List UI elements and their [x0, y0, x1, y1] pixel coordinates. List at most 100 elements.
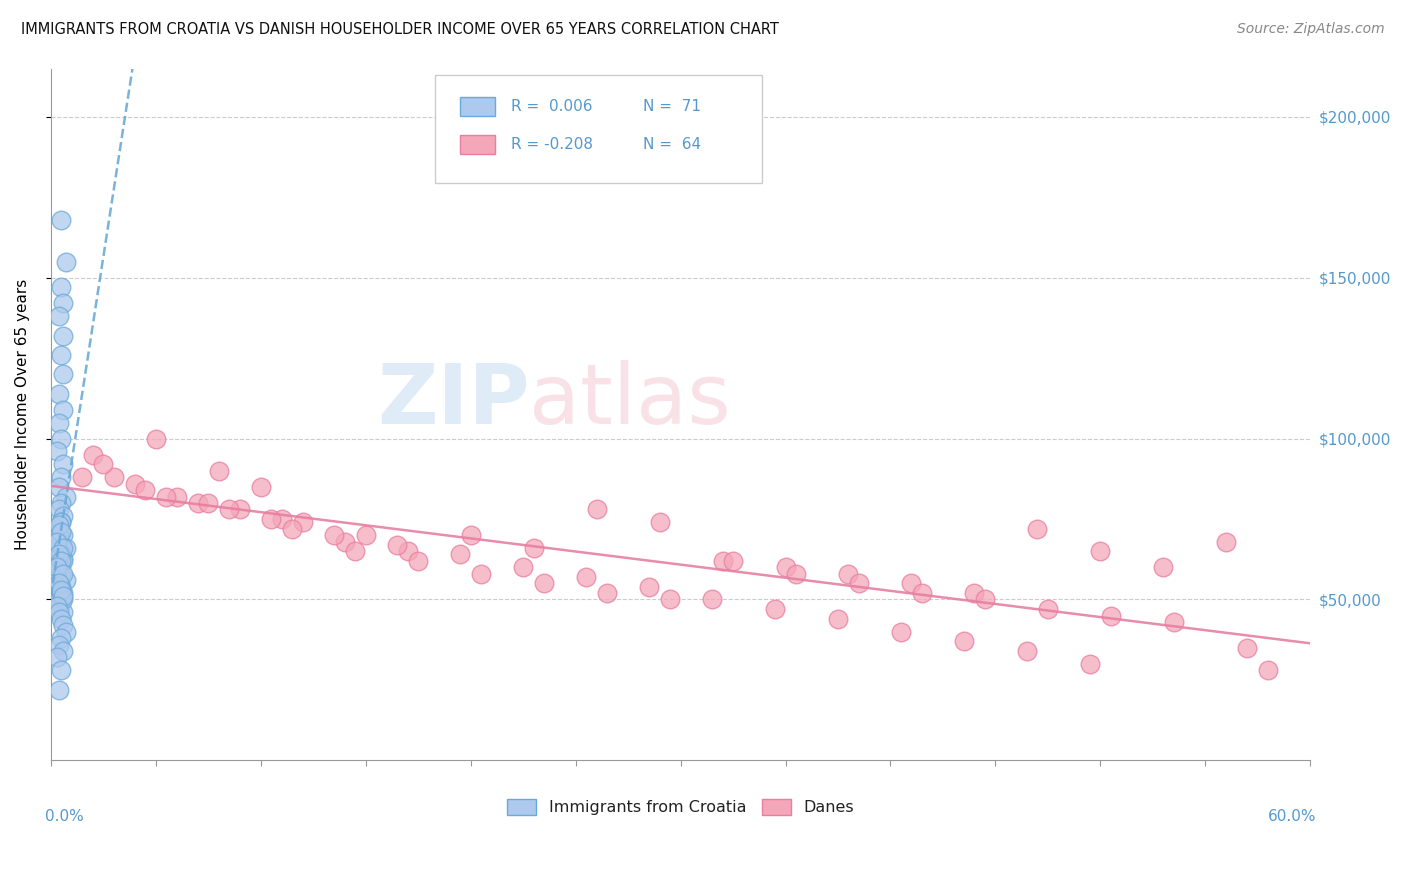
Point: [52, 458, 75, 472]
Point: [523, 541, 546, 555]
Point: [82, 448, 104, 462]
Point: [281, 522, 304, 536]
Point: [52, 566, 75, 581]
Point: [52, 550, 75, 565]
Point: [46, 534, 69, 549]
Point: [52, 328, 75, 343]
Point: [51, 541, 73, 555]
Point: [55, 490, 77, 504]
Point: [155, 490, 177, 504]
Point: [48, 502, 70, 516]
Point: [145, 432, 167, 446]
Point: [48, 386, 70, 401]
Text: atlas: atlas: [530, 360, 731, 442]
Point: [911, 586, 934, 600]
Point: [1026, 522, 1049, 536]
Point: [48, 560, 70, 574]
Point: [406, 554, 429, 568]
Point: [270, 512, 292, 526]
Point: [72, 470, 94, 484]
Text: R =  0.006: R = 0.006: [510, 99, 592, 114]
Point: [46, 599, 69, 613]
Point: [48, 589, 70, 603]
Point: [229, 502, 252, 516]
Point: [890, 624, 912, 639]
Point: [51, 515, 73, 529]
Point: [197, 496, 219, 510]
Text: 60.0%: 60.0%: [1268, 809, 1316, 824]
Point: [51, 470, 73, 484]
Point: [52, 586, 75, 600]
Text: IMMIGRANTS FROM CROATIA VS DANISH HOUSEHOLDER INCOME OVER 65 YEARS CORRELATION C: IMMIGRANTS FROM CROATIA VS DANISH HOUSEH…: [21, 22, 779, 37]
Point: [48, 310, 70, 324]
FancyBboxPatch shape: [460, 135, 495, 154]
Point: [700, 592, 723, 607]
Point: [52, 528, 75, 542]
Point: [512, 560, 534, 574]
FancyBboxPatch shape: [434, 76, 762, 183]
Text: R = -0.208: R = -0.208: [510, 137, 592, 153]
Point: [775, 560, 797, 574]
Point: [51, 582, 73, 597]
Point: [659, 592, 682, 607]
Point: [46, 573, 69, 587]
Point: [48, 580, 70, 594]
Point: [48, 518, 70, 533]
Point: [638, 580, 661, 594]
Point: [1099, 608, 1122, 623]
Point: [55, 254, 77, 268]
Legend: Immigrants from Croatia, Danes: Immigrants from Croatia, Danes: [501, 792, 860, 822]
Point: [218, 502, 240, 516]
Point: [763, 602, 786, 616]
Point: [1257, 663, 1279, 677]
Point: [52, 554, 75, 568]
Point: [385, 538, 408, 552]
Point: [1215, 534, 1237, 549]
Point: [354, 528, 377, 542]
Point: [48, 638, 70, 652]
Point: [55, 541, 77, 555]
Point: [585, 502, 607, 516]
Point: [460, 528, 482, 542]
Point: [1090, 544, 1112, 558]
Point: [52, 589, 75, 603]
Text: ZIP: ZIP: [377, 360, 530, 442]
Point: [51, 612, 73, 626]
Point: [260, 512, 283, 526]
Point: [344, 544, 367, 558]
Point: [52, 541, 75, 555]
Point: [166, 490, 188, 504]
Y-axis label: Householder Income Over 65 years: Householder Income Over 65 years: [15, 279, 30, 550]
Point: [837, 566, 859, 581]
Point: [187, 496, 209, 510]
Point: [51, 631, 73, 645]
Point: [1236, 640, 1258, 655]
Point: [48, 480, 70, 494]
Point: [46, 522, 69, 536]
Point: [46, 560, 69, 574]
Point: [55, 624, 77, 639]
Point: [48, 548, 70, 562]
Point: [52, 606, 75, 620]
Point: [48, 576, 70, 591]
Point: [52, 592, 75, 607]
Point: [134, 483, 156, 497]
Point: [51, 557, 73, 571]
Point: [533, 576, 555, 591]
Point: [46, 566, 69, 581]
Point: [333, 534, 356, 549]
Point: [46, 650, 69, 665]
Point: [48, 564, 70, 578]
Point: [48, 606, 70, 620]
Point: [711, 554, 734, 568]
Point: [449, 548, 471, 562]
Point: [1036, 602, 1059, 616]
Point: [51, 524, 73, 539]
Text: N =  71: N = 71: [643, 99, 700, 114]
Point: [52, 402, 75, 417]
Point: [785, 566, 807, 581]
Point: [51, 348, 73, 362]
Point: [470, 566, 492, 581]
Point: [848, 576, 870, 591]
Point: [48, 528, 70, 542]
